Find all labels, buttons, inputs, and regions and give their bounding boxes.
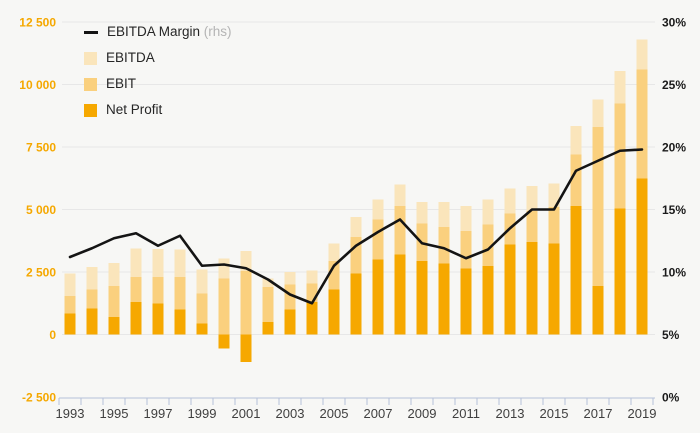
chart-legend: EBITDA Margin (rhs) EBITDA EBIT Net Prof… xyxy=(84,25,232,117)
bar-net-profit-2006 xyxy=(350,273,362,335)
bar-net-profit-2010 xyxy=(438,263,450,335)
bar-net-profit-2019 xyxy=(636,178,648,335)
bar-net-profit-2002 xyxy=(262,322,274,335)
left-axis-label: 12 500 xyxy=(19,16,56,30)
legend-item-net-profit[interactable]: Net Profit xyxy=(84,103,232,117)
bar-net-profit-2009 xyxy=(416,260,428,335)
right-axis-label: 0% xyxy=(662,391,680,405)
legend-item-ebitda-margin[interactable]: EBITDA Margin (rhs) xyxy=(84,25,232,39)
bar-ebit-2000 xyxy=(218,278,230,335)
bar-net-profit-2005 xyxy=(328,289,340,335)
bar-net-profit-1996 xyxy=(130,302,142,335)
bar-net-profit-1995 xyxy=(108,317,120,335)
bar-net-profit-2008 xyxy=(394,254,406,335)
x-axis-year-label: 2011 xyxy=(452,406,480,421)
legend-label-ebitda-margin: EBITDA Margin (rhs) xyxy=(107,24,232,39)
bar-ebit-1999 xyxy=(196,293,208,335)
bar-net-profit-2016 xyxy=(570,205,582,335)
ebitda-margin-line xyxy=(68,148,644,305)
legend-rhs-note: (rhs) xyxy=(203,24,232,39)
x-axis-year-label: 2019 xyxy=(628,406,657,421)
bar-ebit-2002 xyxy=(262,287,274,335)
bar-net-profit-2007 xyxy=(372,259,384,335)
bar-net-profit-1994 xyxy=(86,308,98,335)
right-axis-label: 15% xyxy=(662,203,686,217)
bar-net-profit-2004 xyxy=(306,302,318,335)
legend-item-ebit[interactable]: EBIT xyxy=(84,77,232,91)
bar-ebit-1995 xyxy=(108,285,120,335)
legend-item-ebitda[interactable]: EBITDA xyxy=(84,51,232,65)
x-axis-year-label: 2009 xyxy=(408,406,437,421)
bar-net-profit-2015 xyxy=(548,243,560,335)
x-axis-year-label: 2003 xyxy=(276,406,305,421)
bar-ebit-1998 xyxy=(174,277,186,335)
net-profit-swatch-icon xyxy=(84,103,97,117)
bar-net-profit-2014 xyxy=(526,242,538,335)
left-axis-label: 0 xyxy=(49,328,56,342)
x-axis-year-label: 1997 xyxy=(144,406,173,421)
x-axis-year-label: 1995 xyxy=(100,406,129,421)
bar-net-profit-1999 xyxy=(196,323,208,335)
left-axis-label: -2 500 xyxy=(22,391,56,405)
bar-net-profit-1993 xyxy=(64,313,76,335)
x-axis-year-label: 2001 xyxy=(232,406,261,421)
legend-label-ebit: EBIT xyxy=(106,76,137,91)
ebitda-swatch-icon xyxy=(84,51,97,65)
ebit-swatch-icon xyxy=(84,77,97,91)
x-axis-year-label: 2007 xyxy=(364,406,393,421)
x-axis-year-label: 2015 xyxy=(540,406,569,421)
x-axis-year-label: 1999 xyxy=(188,406,217,421)
x-axis-year-label: 2013 xyxy=(496,406,525,421)
bar-net-profit-1997 xyxy=(152,303,164,335)
line-swatch-icon xyxy=(84,30,98,34)
x-axis-year-label: 1993 xyxy=(56,406,85,421)
left-axis-label: 5 000 xyxy=(26,203,56,217)
bar-net-profit-2011 xyxy=(460,268,472,335)
bar-net-profit-2012 xyxy=(482,265,494,335)
bar-net-profit-2000 xyxy=(218,334,230,349)
bar-ebit-2001 xyxy=(240,270,252,335)
right-axis-label: 5% xyxy=(662,328,680,342)
right-axis-label: 10% xyxy=(662,266,686,280)
bar-net-profit-2013 xyxy=(504,244,516,335)
left-axis-label: 2 500 xyxy=(26,266,56,280)
bar-net-profit-2018 xyxy=(614,208,626,335)
bar-net-profit-1998 xyxy=(174,309,186,335)
left-axis-label: 7 500 xyxy=(26,141,56,155)
bar-net-profit-2003 xyxy=(284,309,296,335)
left-axis-label: 10 000 xyxy=(19,78,56,92)
x-axis-year-label: 2005 xyxy=(320,406,349,421)
bar-net-profit-2017 xyxy=(592,285,604,335)
bar-net-profit-2001 xyxy=(240,334,252,362)
right-axis-label: 30% xyxy=(662,16,686,30)
legend-label-ebitda: EBITDA xyxy=(106,50,155,65)
legend-label-net-profit: Net Profit xyxy=(106,102,163,117)
bar-ebit-2017 xyxy=(592,127,604,335)
right-axis-label: 25% xyxy=(662,78,686,92)
right-axis-label: 20% xyxy=(662,141,686,155)
x-axis-year-label: 2017 xyxy=(584,406,613,421)
